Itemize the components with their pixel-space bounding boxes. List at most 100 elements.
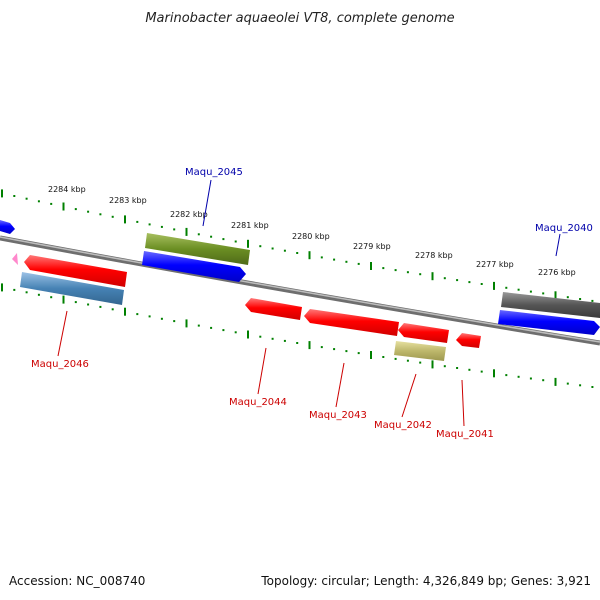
ruler-dot	[37, 200, 40, 203]
ruler-dot	[234, 331, 237, 334]
gene-labels: Maqu_2045 Maqu_2040 Maqu_2046 Maqu_2044 …	[31, 167, 593, 440]
ruler-dot	[468, 368, 471, 371]
gene-arrow-maqu-2046-red[interactable]	[24, 255, 127, 287]
ruler-dot	[296, 252, 299, 254]
ruler-dot	[579, 384, 582, 387]
ruler-tick	[431, 272, 434, 281]
ruler-dot	[529, 377, 532, 380]
ruler-dot	[406, 271, 409, 274]
ruler-tick	[124, 307, 126, 316]
ruler-tick	[185, 227, 188, 236]
ruler-dot	[345, 260, 348, 263]
gene-arrow-maqu-2041[interactable]	[456, 333, 481, 348]
kbp-label: 2283 kbp	[109, 196, 147, 205]
ruler-dot	[148, 315, 151, 318]
label-leaders	[57, 179, 561, 427]
ruler-tick	[431, 360, 434, 369]
gene-arrow-maqu-2040[interactable]	[498, 310, 600, 335]
ruler-tick	[62, 295, 65, 304]
kbp-ruler-top	[1, 189, 594, 302]
kbp-label: 2284 kbp	[48, 185, 86, 194]
gene-arrow-maqu-2043[interactable]	[304, 309, 399, 336]
ruler-dot	[173, 320, 176, 323]
ruler-dot	[542, 292, 545, 295]
ruler-tick	[493, 281, 495, 290]
kbp-label: 2277 kbp	[476, 260, 514, 269]
ruler-dot	[382, 267, 385, 270]
gene-label-maqu-2042[interactable]: Maqu_2042	[374, 420, 432, 431]
ruler-dot	[197, 233, 200, 236]
ruler-dot	[222, 329, 225, 332]
ruler-tick	[493, 369, 495, 378]
ruler-dot	[74, 301, 77, 304]
ruler-dot	[50, 296, 53, 299]
ruler-dot	[357, 352, 360, 355]
ruler-dot	[419, 273, 422, 276]
accession-text: Accession: NC_008740	[9, 574, 146, 588]
gene-block-maqu-2042[interactable]	[394, 341, 446, 361]
gene-block-grey[interactable]	[501, 292, 600, 318]
ruler-tick	[62, 202, 65, 211]
ruler-dot	[13, 195, 16, 197]
ruler-dot	[210, 235, 213, 238]
gene-label-maqu-2043[interactable]: Maqu_2043	[309, 410, 367, 421]
ruler-tick	[554, 291, 557, 300]
kbp-label: 2278 kbp	[415, 251, 453, 260]
gene-label-maqu-2040[interactable]: Maqu_2040	[535, 223, 593, 234]
ruler-tick	[370, 351, 372, 359]
ruler-dot	[283, 339, 286, 342]
ruler-dot	[320, 346, 323, 349]
gene-block-olive[interactable]	[145, 233, 250, 265]
gene-arrow-maqu-2045[interactable]	[142, 251, 246, 282]
ruler-dot	[566, 382, 569, 385]
ruler-tick	[1, 189, 3, 198]
ruler-dot	[394, 357, 397, 360]
ruler-dot	[480, 370, 483, 373]
ruler-dot	[333, 348, 336, 351]
ruler-dot	[333, 258, 336, 261]
ruler-dot	[271, 247, 274, 250]
ruler-dot	[111, 308, 114, 311]
ruler-dot	[271, 337, 274, 340]
kbp-label: 2280 kbp	[292, 232, 330, 241]
ruler-dot	[443, 277, 446, 280]
kbp-label: 2279 kbp	[353, 242, 391, 251]
ruler-dot	[50, 202, 53, 205]
gene-arrow-maqu-2042-red[interactable]	[398, 323, 449, 343]
ruler-dot	[136, 313, 139, 316]
ruler-dot	[382, 356, 385, 358]
ruler-dot	[456, 367, 459, 369]
ruler-dot	[517, 288, 520, 291]
topology-text: Topology: circular; Length: 4,326,849 bp…	[261, 574, 591, 588]
gene-label-maqu-2044[interactable]: Maqu_2044	[229, 397, 287, 408]
gene-block-maqu-2046[interactable]	[20, 272, 124, 305]
ruler-dot	[25, 197, 28, 200]
map-title: Marinobacter aquaeolei VT8, complete gen…	[145, 11, 454, 26]
gene-label-maqu-2045[interactable]: Maqu_2045	[185, 167, 243, 178]
ruler-tick	[370, 262, 372, 270]
gene-arrow-maqu-2044[interactable]	[245, 298, 302, 320]
ruler-dot	[111, 215, 114, 218]
ruler-tick	[185, 319, 188, 328]
ruler-dot	[136, 220, 139, 223]
ruler-tick	[554, 377, 557, 386]
ruler-dot	[468, 281, 471, 284]
kbp-labels: 2284 kbp 2283 kbp 2282 kbp 2281 kbp 2280…	[48, 185, 576, 277]
ruler-dot	[74, 208, 77, 211]
gene-label-maqu-2041[interactable]: Maqu_2041	[436, 429, 494, 440]
ruler-dot	[160, 317, 163, 320]
ruler-dot	[443, 365, 446, 368]
ruler-dot	[456, 279, 459, 282]
ruler-dot	[99, 213, 102, 216]
ruler-dot	[148, 223, 151, 226]
gene-arrow-left-edge[interactable]	[0, 220, 15, 234]
kbp-label: 2276 kbp	[538, 268, 576, 277]
ruler-dot	[197, 324, 200, 327]
ruler-tick	[247, 239, 249, 248]
ruler-dot	[320, 256, 323, 259]
ruler-dot	[505, 286, 508, 289]
ruler-dot	[210, 326, 213, 329]
gene-label-maqu-2046[interactable]: Maqu_2046	[31, 359, 89, 370]
ruler-tick	[1, 283, 3, 292]
